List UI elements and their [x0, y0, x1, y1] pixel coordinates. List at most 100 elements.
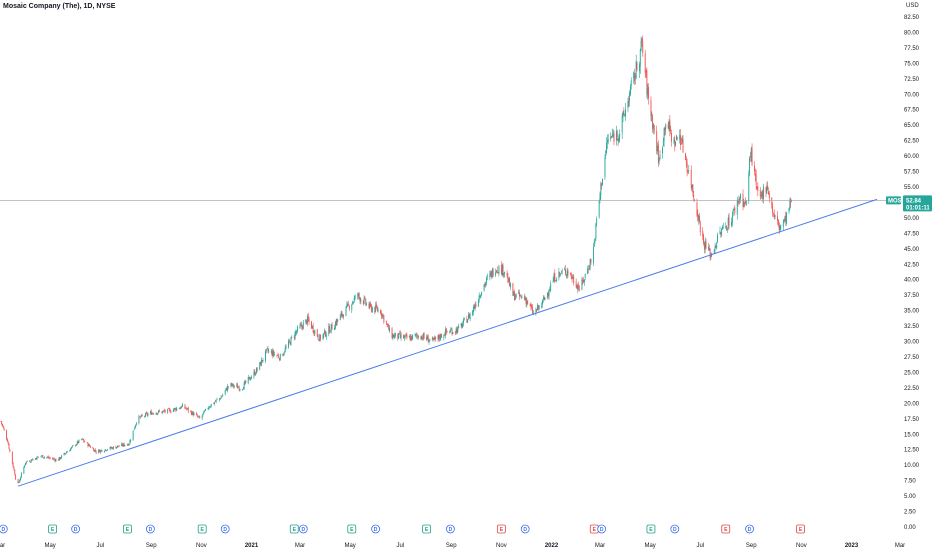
candle-body — [226, 388, 228, 391]
candle-body — [11, 451, 13, 464]
candle-body — [645, 70, 647, 73]
candle-body — [575, 281, 577, 288]
candle-body — [161, 411, 163, 413]
dividend-icon[interactable] — [371, 524, 381, 534]
candle-body — [772, 213, 774, 215]
earnings-icon[interactable] — [646, 524, 656, 534]
candle-body — [535, 309, 537, 314]
candle-body — [483, 284, 485, 291]
candle-body — [168, 408, 170, 410]
candle-body — [420, 337, 422, 340]
candle-body — [596, 218, 598, 224]
candle-body — [261, 360, 263, 362]
candle-body — [289, 342, 291, 345]
candle-body — [30, 459, 32, 462]
x-tick-label: Mar — [295, 543, 305, 549]
candle-body — [662, 147, 663, 154]
trendline[interactable] — [17, 198, 878, 487]
candle-body — [122, 443, 124, 446]
candle-body — [509, 283, 511, 288]
candle-body — [518, 292, 520, 294]
earnings-icon[interactable] — [796, 524, 805, 534]
earnings-icon[interactable] — [422, 524, 431, 534]
candle-body — [99, 450, 101, 453]
candle-body — [202, 413, 204, 415]
candle-body — [491, 270, 492, 278]
candle-body — [197, 416, 199, 418]
dividend-icon[interactable] — [220, 524, 230, 534]
candle-body — [555, 280, 557, 282]
candle-body — [54, 459, 56, 462]
dividend-icon[interactable] — [298, 524, 308, 534]
candle-body — [233, 386, 235, 387]
candle-body — [699, 215, 700, 222]
candle-body — [26, 461, 28, 462]
earnings-icon[interactable] — [48, 524, 58, 534]
earnings-icon[interactable] — [347, 524, 357, 534]
earnings-icon[interactable] — [197, 524, 207, 534]
earnings-icon[interactable] — [122, 524, 132, 534]
y-tick-label: 7.50 — [904, 479, 916, 485]
candle-body — [339, 315, 341, 321]
y-tick-label: 72.50 — [904, 77, 920, 83]
candle-body — [386, 323, 388, 325]
y-tick-label: 42.50 — [904, 262, 920, 268]
y-tick-label: 5.00 — [904, 494, 916, 500]
dividend-icon[interactable] — [670, 524, 680, 534]
candle-body — [593, 240, 595, 247]
earnings-icon[interactable] — [496, 524, 506, 534]
candle-body — [25, 461, 27, 463]
price-tag-value-bg — [903, 195, 932, 212]
candle-body — [682, 138, 684, 153]
candle-body — [3, 428, 5, 431]
x-tick-label: 2021 — [245, 543, 259, 549]
dividend-icon[interactable] — [446, 524, 455, 534]
earnings-icon[interactable] — [289, 524, 299, 534]
candle-body — [778, 223, 780, 230]
candle-body — [547, 294, 549, 295]
candle-body — [215, 399, 217, 402]
dividend-icon[interactable] — [520, 524, 530, 534]
candle-body — [693, 194, 695, 198]
candle-body — [710, 254, 712, 257]
dividend-icon[interactable] — [146, 524, 155, 534]
candle-body — [172, 409, 174, 412]
dividend-icon[interactable] — [0, 524, 8, 534]
x-tick-label: Mar — [895, 543, 905, 549]
candle-body — [530, 305, 532, 308]
candle-body — [737, 200, 739, 203]
candle-body — [627, 101, 629, 109]
x-tick-label: Sep — [146, 543, 157, 549]
candle-body — [259, 362, 261, 370]
candle-body — [224, 390, 226, 395]
candle-body — [393, 334, 395, 338]
candle-body — [371, 305, 372, 312]
candle-body — [633, 72, 635, 79]
y-tick-label: 55.00 — [904, 185, 920, 191]
candle-body — [399, 333, 400, 334]
candle-body — [618, 136, 620, 142]
candle-body — [153, 413, 155, 415]
candle-body — [410, 336, 412, 340]
candle-body — [214, 401, 216, 403]
x-tick-label: Jul — [696, 543, 704, 549]
y-tick-label: 15.00 — [904, 432, 920, 438]
candle-body — [731, 221, 732, 226]
candle-body — [435, 336, 437, 339]
dividend-icon[interactable] — [71, 524, 81, 534]
candle-body — [553, 274, 555, 282]
candle-body — [152, 413, 154, 414]
candle-body — [180, 407, 182, 409]
earnings-icon[interactable] — [721, 524, 731, 534]
x-tick-label: Sep — [446, 543, 457, 549]
candle-body — [179, 407, 181, 409]
y-tick-label: 40.00 — [904, 278, 920, 284]
candle-body — [53, 458, 55, 460]
candle-body — [543, 297, 545, 300]
candle-body — [228, 386, 229, 388]
candle-body — [48, 456, 49, 458]
candle-body — [89, 446, 91, 448]
dividend-icon[interactable] — [597, 524, 607, 534]
dividend-icon[interactable] — [745, 524, 754, 534]
